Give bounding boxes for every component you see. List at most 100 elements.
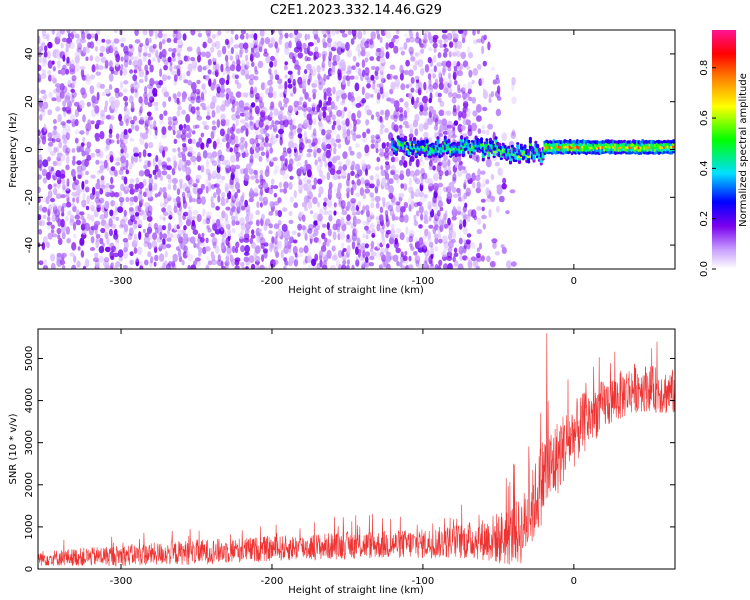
spectrogram-cell bbox=[195, 243, 200, 249]
spectrogram-cell bbox=[511, 129, 516, 137]
spectrogram-cell bbox=[123, 240, 129, 250]
spectrogram-cell bbox=[56, 252, 62, 258]
spectrogram-cell bbox=[341, 123, 347, 132]
spectrogram-cell bbox=[379, 109, 385, 116]
spectrogram-cell bbox=[273, 223, 280, 230]
spectrogram-cell bbox=[176, 38, 183, 46]
spectrogram-cell bbox=[356, 237, 361, 246]
spectrogram-cell bbox=[427, 56, 432, 64]
spectrogram-cell bbox=[473, 39, 478, 45]
spectrogram-cell bbox=[462, 255, 468, 261]
spectrogram-cell bbox=[94, 252, 99, 258]
spectrogram-cell bbox=[169, 65, 173, 72]
spectrogram-cell bbox=[370, 143, 375, 149]
spectrogram-cell bbox=[427, 200, 432, 210]
spectrogram-cell bbox=[282, 207, 288, 212]
spectrogram-cell bbox=[147, 222, 152, 230]
spectrogram-cell bbox=[260, 37, 265, 45]
spectrogram-cell bbox=[303, 69, 308, 75]
spectrogram-cell bbox=[385, 254, 392, 263]
spectrogram-cell bbox=[342, 259, 347, 266]
spectrogram-cell bbox=[118, 113, 123, 122]
spectrogram-signal-cell bbox=[537, 147, 542, 153]
spectrogram-cell bbox=[465, 239, 471, 245]
spectrogram-cell bbox=[466, 65, 471, 70]
spectrogram-cell bbox=[418, 237, 424, 245]
spectrogram-cell bbox=[423, 32, 428, 40]
spectrogram-cell bbox=[297, 223, 302, 231]
spectrogram-cell bbox=[443, 81, 450, 90]
spectrogram-cell bbox=[410, 77, 415, 84]
spectrogram-cell bbox=[347, 201, 351, 210]
spectrogram-cell bbox=[46, 50, 51, 59]
spectrogram-cell bbox=[263, 266, 268, 269]
spectrogram-cell bbox=[73, 255, 77, 263]
spectrogram-cell bbox=[355, 75, 359, 80]
spectrogram-cell bbox=[132, 115, 138, 122]
spectrogram-cell bbox=[183, 79, 189, 84]
spectrogram-cell bbox=[38, 154, 43, 162]
spectrogram-cell bbox=[109, 242, 115, 250]
spectrogram-cell bbox=[84, 258, 90, 268]
spectrogram-cell bbox=[447, 247, 453, 253]
spectrogram-cell bbox=[119, 69, 123, 76]
spectrogram-cell bbox=[240, 261, 245, 267]
spectrogram-cell bbox=[362, 250, 366, 259]
spectrogram-cell bbox=[369, 255, 375, 261]
spectrogram-cell bbox=[340, 43, 346, 49]
spectrogram-cell bbox=[42, 159, 49, 168]
spectrogram-cell bbox=[443, 154, 448, 161]
spectrogram-cell bbox=[230, 150, 236, 159]
spectrogram-cell bbox=[313, 177, 318, 186]
spectrogram-cell bbox=[264, 37, 271, 45]
spectrogram-cell bbox=[61, 212, 65, 217]
spectrogram-signal-cell bbox=[514, 159, 518, 163]
snr-frame bbox=[37, 328, 676, 570]
spectrogram-cell bbox=[48, 204, 53, 212]
spectrogram-cell bbox=[278, 128, 284, 135]
spectrogram-cell bbox=[248, 116, 254, 121]
spectrogram-cell bbox=[234, 191, 238, 199]
spectrogram-cell bbox=[115, 261, 121, 268]
spectrogram-cell bbox=[260, 187, 263, 197]
spectrogram-cell bbox=[423, 214, 428, 223]
spectrogram-cell bbox=[133, 195, 138, 203]
spectrogram-cell bbox=[403, 183, 408, 191]
spectrogram-cell bbox=[388, 178, 394, 185]
spectrogram-cell bbox=[405, 84, 410, 89]
spectrogram-cell bbox=[345, 118, 350, 127]
spectrogram-cell bbox=[38, 64, 42, 72]
spectrogram-cell bbox=[225, 142, 230, 149]
spectrogram-cell bbox=[316, 147, 322, 154]
spectrogram-cell bbox=[379, 70, 384, 75]
spectrogram-cell bbox=[225, 30, 230, 34]
x-tick-label: -100 bbox=[412, 276, 435, 287]
spectrogram-cell bbox=[379, 148, 384, 153]
spectrogram-cell bbox=[365, 119, 370, 126]
spectrogram-cell bbox=[128, 227, 134, 237]
spectrogram-cell bbox=[196, 30, 202, 33]
spectrogram-cell bbox=[145, 128, 149, 134]
spectrogram-cell bbox=[264, 218, 271, 226]
spectrogram-cell bbox=[329, 264, 336, 269]
spectrogram-cell bbox=[456, 40, 463, 50]
spectrogram-cell bbox=[210, 196, 214, 204]
spectrogram-cell bbox=[399, 64, 404, 74]
spectrogram-cell bbox=[163, 59, 169, 66]
spectrogram-cell bbox=[84, 186, 90, 193]
spectrogram-cell bbox=[143, 92, 148, 99]
spectrogram-cell bbox=[335, 138, 341, 144]
spectrogram-cell bbox=[254, 52, 261, 59]
spectrogram-cell bbox=[145, 37, 150, 46]
spectrogram-cell bbox=[322, 110, 327, 119]
spectrogram-cell bbox=[249, 42, 254, 49]
spectrogram-cell bbox=[374, 195, 381, 203]
spectrogram-cell bbox=[420, 168, 425, 177]
spectrogram-cell bbox=[398, 261, 403, 268]
spectrogram-cell bbox=[301, 214, 306, 222]
spectrogram-cell bbox=[395, 247, 402, 254]
spectrogram-cell bbox=[262, 196, 269, 205]
spectrogram-cell bbox=[100, 178, 105, 187]
spectrogram-cell bbox=[238, 141, 245, 150]
spectrogram-cell bbox=[481, 45, 485, 55]
